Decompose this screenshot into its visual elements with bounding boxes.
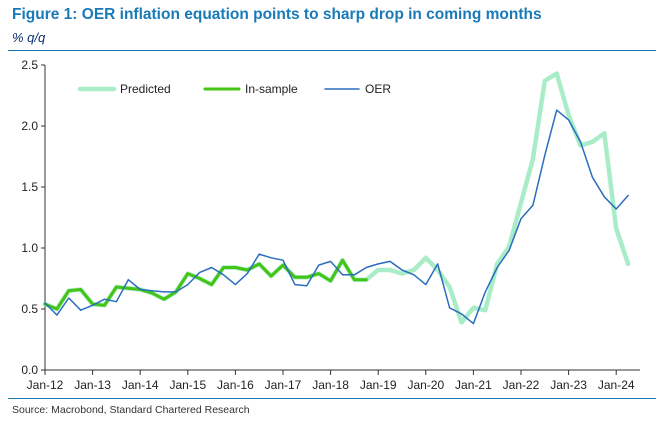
legend-label-predicted: Predicted [120, 82, 171, 96]
chart-title: Figure 1: OER inflation equation points … [12, 6, 542, 23]
x-tick-label: Jan-22 [503, 378, 540, 392]
series-line-oer [44, 109, 629, 325]
x-tick-label: Jan-19 [360, 378, 397, 392]
x-tick-label: Jan-20 [407, 378, 444, 392]
chart-unit-label: % q/q [12, 30, 46, 45]
title-divider [8, 50, 656, 51]
source-note: Source: Macrobond, Standard Chartered Re… [12, 404, 250, 416]
y-tick-label: 0.0 [21, 363, 38, 377]
x-tick-label: Jan-21 [455, 378, 492, 392]
x-tick-label: Jan-12 [27, 378, 64, 392]
x-tick-label: Jan-16 [217, 378, 254, 392]
x-tick-label: Jan-18 [312, 378, 349, 392]
legend-label-in-sample: In-sample [245, 82, 298, 96]
x-tick-label: Jan-15 [169, 378, 206, 392]
x-tick-label: Jan-14 [122, 378, 159, 392]
legend-label-oer: OER [365, 82, 391, 96]
y-tick-label: 2.5 [21, 58, 38, 72]
y-tick-label: 2.0 [21, 119, 38, 133]
x-tick-label: Jan-24 [598, 378, 635, 392]
y-tick-label: 1.0 [21, 241, 38, 255]
x-tick-label: Jan-13 [74, 378, 111, 392]
y-tick-label: 1.5 [21, 180, 38, 194]
x-tick-label: Jan-17 [265, 378, 302, 392]
series-line-predicted [42, 71, 631, 325]
series-layer [42, 71, 631, 325]
footer-divider [8, 398, 656, 399]
axes: 0.0 0.5 1.0 1.5 2.0 2.5 Jan-12 Jan-13 Jan-14 Jan-… [21, 58, 640, 392]
x-tick-label: Jan-23 [550, 378, 587, 392]
y-tick-label: 0.5 [21, 302, 38, 316]
legend: Predicted In-sample OER [77, 82, 391, 96]
